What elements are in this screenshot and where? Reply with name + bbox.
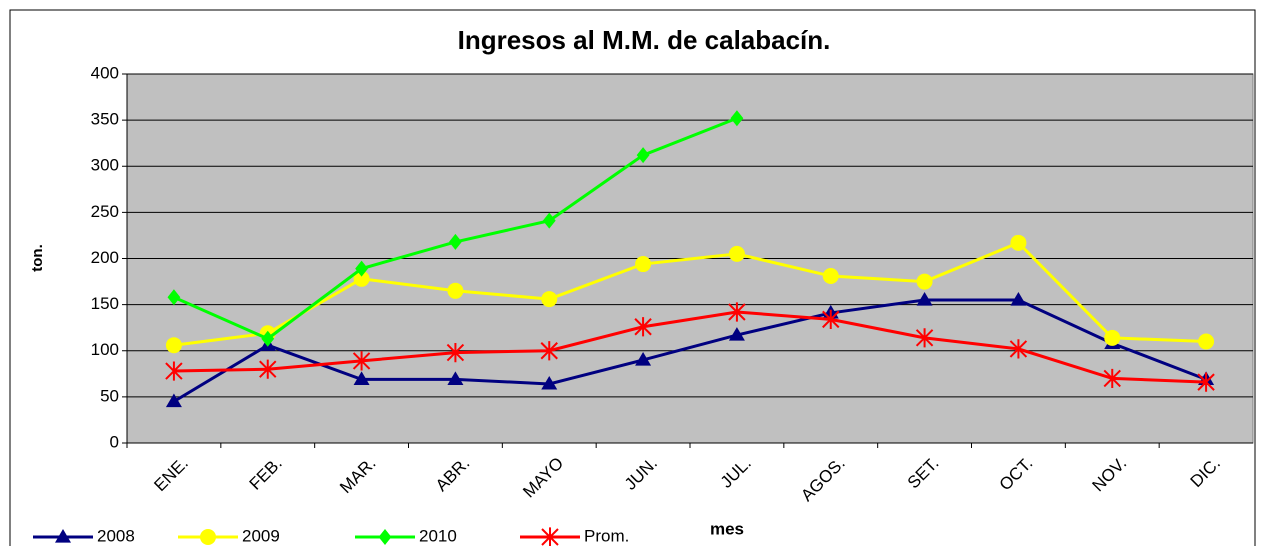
marker <box>540 341 558 361</box>
marker <box>55 529 71 543</box>
marker <box>447 371 464 385</box>
marker <box>728 327 745 341</box>
marker <box>636 147 650 164</box>
marker <box>1010 234 1027 251</box>
marker <box>165 393 182 408</box>
marker <box>1198 333 1215 350</box>
series-line <box>173 241 1207 347</box>
legend-label: 2008 <box>97 526 135 545</box>
series-line <box>173 310 1207 384</box>
marker <box>728 245 745 262</box>
y-tick-label: 400 <box>91 63 119 82</box>
marker <box>378 529 392 545</box>
legend-label: 2009 <box>242 526 280 545</box>
marker <box>1010 292 1027 306</box>
marker <box>353 371 370 385</box>
marker <box>730 110 744 127</box>
marker <box>541 527 559 547</box>
marker <box>542 212 556 229</box>
marker <box>541 291 558 308</box>
marker <box>165 361 183 381</box>
marker <box>916 273 933 290</box>
x-axis-label: mes <box>710 519 744 538</box>
marker <box>1104 329 1121 346</box>
marker <box>447 282 464 299</box>
marker <box>449 233 462 250</box>
marker <box>916 292 933 306</box>
y-axis-label: ton. <box>29 244 46 272</box>
marker <box>728 302 746 322</box>
marker <box>259 359 277 379</box>
marker <box>1197 372 1215 392</box>
y-tick-label: 50 <box>100 386 119 405</box>
marker <box>635 256 652 273</box>
legend-label: Prom. <box>584 526 629 545</box>
marker <box>261 330 275 347</box>
y-tick-label: 350 <box>91 110 119 129</box>
marker <box>635 351 652 366</box>
y-tick-label: 200 <box>91 248 119 267</box>
marker <box>165 337 182 354</box>
marker <box>915 328 934 348</box>
marker <box>355 260 368 277</box>
series-line <box>173 298 1207 403</box>
marker <box>822 309 840 329</box>
y-tick-label: 150 <box>91 294 119 313</box>
chart-title: Ingresos al M.M. de calabacín. <box>458 25 831 55</box>
marker <box>634 317 652 337</box>
marker <box>353 270 370 287</box>
marker <box>1103 368 1121 389</box>
marker <box>1009 339 1028 359</box>
y-tick-label: 0 <box>110 432 119 451</box>
marker <box>352 351 371 371</box>
marker <box>167 289 181 306</box>
legend-label: 2010 <box>419 526 457 545</box>
y-tick-label: 100 <box>91 340 119 359</box>
marker <box>822 268 839 285</box>
marker <box>200 529 216 545</box>
y-tick-label: 300 <box>91 156 119 175</box>
y-tick-label: 250 <box>91 202 119 221</box>
marker <box>541 375 558 390</box>
marker <box>446 342 465 363</box>
